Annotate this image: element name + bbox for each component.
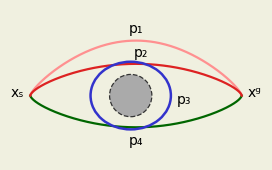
Text: p₁: p₁ (129, 22, 143, 36)
Text: p₂: p₂ (134, 46, 149, 60)
Text: xₛ: xₛ (10, 87, 24, 100)
Text: xᵍ: xᵍ (248, 87, 262, 100)
Text: p₃: p₃ (177, 93, 192, 107)
Circle shape (110, 74, 152, 117)
Text: p₄: p₄ (129, 134, 143, 148)
